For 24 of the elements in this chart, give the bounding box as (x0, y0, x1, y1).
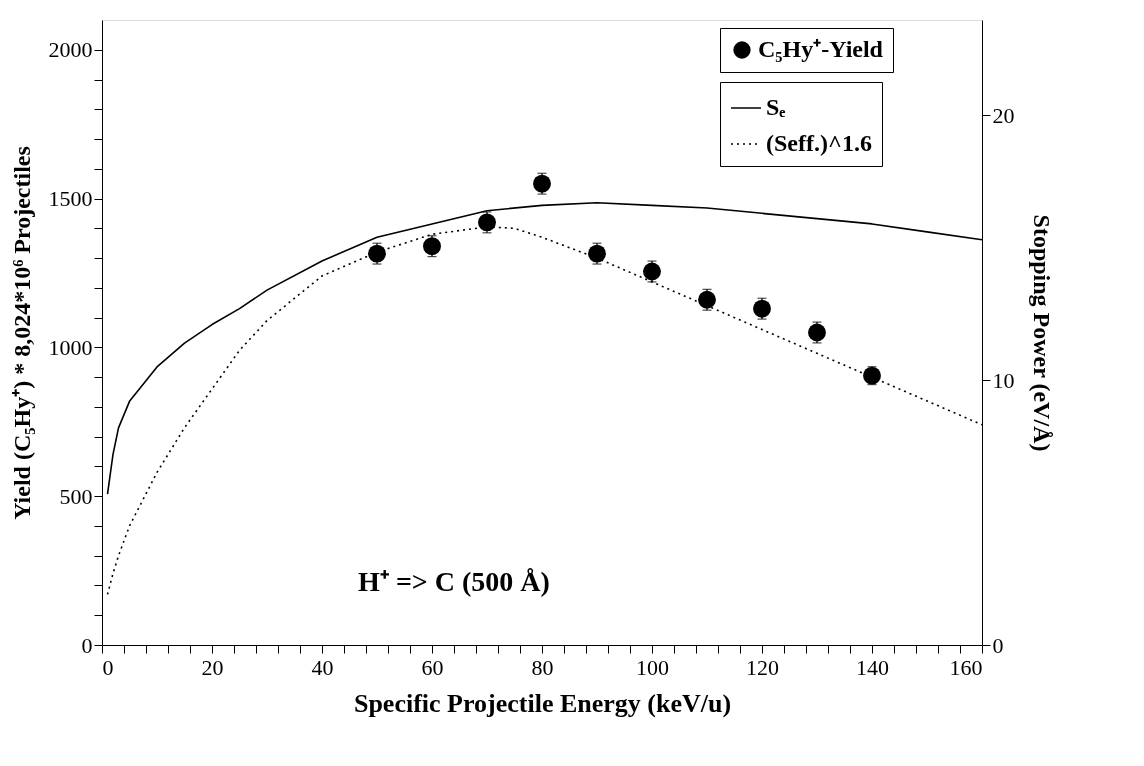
x-tick-label: 60 (421, 654, 444, 680)
y-tick-label: 1500 (48, 186, 93, 212)
y2-axis-title: Stopping Power (eV/Å) (1028, 214, 1055, 452)
x-tick-label: 160 (949, 654, 983, 680)
annotation: H⁺ => C (500 Å) (358, 565, 550, 597)
x-tick-label: 120 (746, 654, 779, 680)
x-tick-label: 40 (311, 654, 334, 680)
y-tick-label: 2000 (48, 37, 93, 63)
y2-tick-label: 0 (992, 632, 1004, 658)
y-tick-label: 500 (59, 483, 93, 509)
legend-label: (Seff.)^1.6 (766, 130, 872, 156)
x-tick-label: 140 (856, 654, 889, 680)
x-axis-title: Specific Projectile Energy (keV/u) (353, 688, 732, 718)
y2-tick-label: 10 (992, 367, 1015, 393)
x-tick-label: 100 (636, 654, 669, 680)
y-axis-title: Yield (C₅Hy⁺) * 8,024*10⁶ Projectiles (8, 146, 35, 520)
y-tick-label: 1000 (48, 334, 93, 360)
x-tick-label: 0 (102, 654, 114, 680)
x-tick-label: 20 (201, 654, 224, 680)
y-tick-label: 0 (81, 632, 93, 658)
legend-label: C₅Hy⁺-Yield (758, 36, 884, 62)
legend-label: Sₑ (766, 94, 786, 120)
y2-tick-label: 20 (992, 102, 1015, 128)
x-tick-label: 80 (531, 654, 554, 680)
